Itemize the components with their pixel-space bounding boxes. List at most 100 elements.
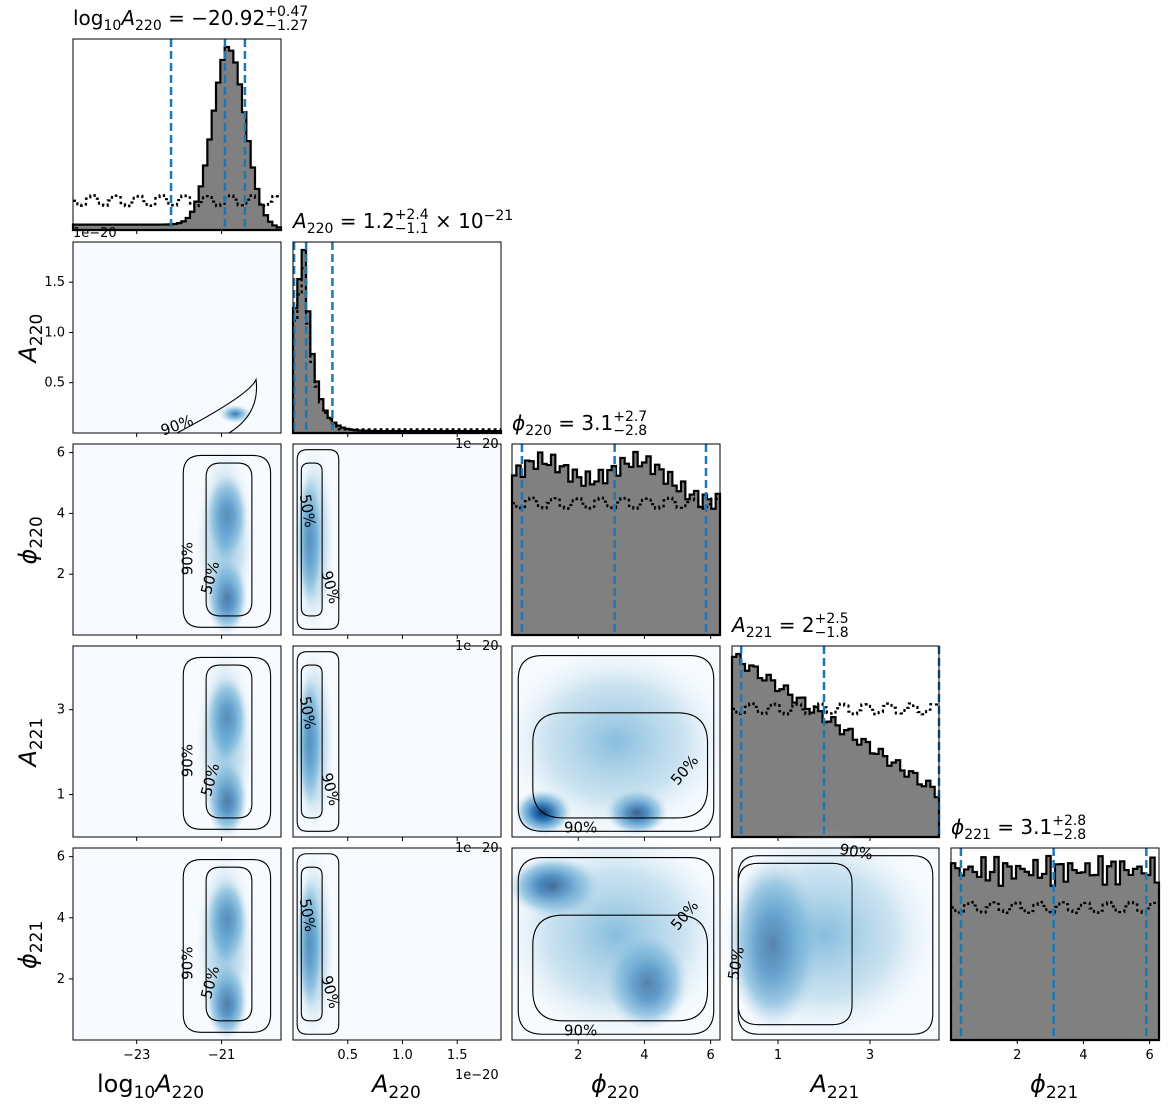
contour-50 bbox=[300, 462, 323, 617]
x-tick-label: 0.5 bbox=[337, 1048, 358, 1063]
density-blob bbox=[293, 444, 335, 635]
panel-frame bbox=[72, 241, 282, 434]
y-axis-label-A221: A221 bbox=[14, 718, 47, 769]
x-axis-label-phi220: ϕ220 bbox=[591, 1070, 639, 1103]
contour-label: 50% bbox=[724, 945, 748, 981]
x-tick-label: 2 bbox=[1013, 1048, 1021, 1063]
contour-50 bbox=[205, 664, 253, 819]
density-blob bbox=[711, 828, 940, 1040]
prior-histogram bbox=[73, 194, 281, 208]
contour-label: 90% bbox=[838, 840, 874, 864]
panel-frame bbox=[292, 645, 502, 838]
density-panel-log10A220-vs-A220: 90%0.51.01.5 bbox=[44, 241, 282, 440]
density-blob bbox=[293, 848, 335, 1040]
density-panel-phi220-vs-phi221: 90%50%2 4 6 bbox=[501, 828, 731, 1063]
density-panel-log10A220-vs-phi220: 90%50%246 bbox=[57, 443, 282, 639]
density-blob bbox=[195, 646, 254, 837]
y-tick-label: 4 bbox=[57, 911, 65, 926]
posterior-histogram bbox=[71, 45, 283, 232]
contour-label: 90% bbox=[178, 744, 196, 777]
contour-90 bbox=[182, 454, 272, 628]
posterior-histogram bbox=[949, 854, 1161, 1042]
contour-90 bbox=[517, 655, 715, 832]
panel-frame bbox=[950, 847, 1160, 1041]
contour-label: 90% bbox=[178, 947, 196, 980]
x-tick-label: 1.5 bbox=[447, 1048, 468, 1063]
y-tick-label: 2 bbox=[57, 972, 65, 987]
marginal-title-log10A220: log10A220 = −20.92+0.47 −1.27 bbox=[73, 4, 308, 34]
prior-histogram bbox=[512, 496, 720, 510]
contour-label: 50% bbox=[296, 897, 320, 933]
y-axis-label-phi221: ϕ221 bbox=[14, 921, 47, 969]
y-axis-label-A220: A220 bbox=[14, 314, 47, 365]
hist-panel-phi221: ϕ221 = 3.1+2.8 −2.8 2 4 6 bbox=[949, 813, 1161, 1063]
offset-text: 1e−20 bbox=[455, 841, 499, 856]
y-tick-label: 2 bbox=[57, 567, 65, 582]
x-tick-label: 4 bbox=[1079, 1048, 1087, 1063]
density-blob bbox=[501, 828, 731, 1040]
marginal-title-phi220: ϕ220 = 3.1+2.7 −2.8 bbox=[512, 409, 647, 439]
y-tick-label: 1 bbox=[57, 788, 65, 803]
x-axis-label-phi221: ϕ221 bbox=[1030, 1070, 1078, 1103]
prior-histogram bbox=[293, 267, 501, 431]
panel-frame bbox=[511, 443, 721, 636]
x-tick-label: 1.0 bbox=[392, 1048, 413, 1063]
hist-panel-A221: A221 = 2+2.5 −1.8 bbox=[730, 611, 941, 841]
contour-90 bbox=[182, 656, 272, 830]
hist-panel-phi220: ϕ220 = 3.1+2.7 −2.8 bbox=[510, 409, 722, 639]
contour-label: 50% bbox=[296, 695, 320, 731]
contour-50 bbox=[300, 664, 323, 819]
x-axis-label-log10A220: log10A220 bbox=[97, 1070, 204, 1103]
posterior-histogram bbox=[510, 450, 722, 637]
x-tick-label: 1 bbox=[774, 1048, 782, 1063]
x-tick-label: 2 bbox=[574, 1048, 582, 1063]
contour-90 bbox=[296, 853, 340, 1035]
contour-50 bbox=[737, 862, 853, 1026]
offset-text: 1e−20 bbox=[73, 226, 117, 241]
x-tick-label: 6 bbox=[1145, 1048, 1153, 1063]
hist-panel-A220: A220 = 1.2+2.4 −1.1 × 10−21 bbox=[291, 207, 513, 437]
x-axis-label-A220: A220 bbox=[370, 1070, 421, 1103]
contour-90 bbox=[182, 858, 272, 1033]
y-tick-label: 1.0 bbox=[44, 325, 65, 340]
x-tick-label: −23 bbox=[123, 1048, 150, 1063]
y-tick-label: 3 bbox=[57, 703, 65, 718]
marginal-title-A221: A221 = 2+2.5 −1.8 bbox=[730, 611, 849, 641]
marginal-title-phi221: ϕ221 = 3.1+2.8 −2.8 bbox=[951, 813, 1086, 843]
density-blob bbox=[218, 404, 252, 424]
y-tick-label: 1.5 bbox=[44, 275, 65, 290]
x-tick-label: 3 bbox=[866, 1048, 874, 1063]
density-panel-A221-vs-phi221: 90% 50% 1 3 bbox=[711, 828, 940, 1063]
contour-50 bbox=[532, 712, 709, 819]
y-tick-label: 6 bbox=[57, 850, 65, 865]
y-tick-label: 6 bbox=[57, 446, 65, 461]
x-axis-label-A221: A221 bbox=[809, 1070, 860, 1103]
panel-frame bbox=[292, 241, 502, 434]
offset-text-bottom: 1e−20 bbox=[455, 1068, 499, 1083]
x-tick-label: −21 bbox=[208, 1048, 235, 1063]
posterior-histogram bbox=[291, 248, 503, 435]
contour-90 bbox=[517, 857, 715, 1035]
density-blob bbox=[195, 848, 254, 1040]
contour-90 bbox=[737, 855, 934, 1035]
contour-90 bbox=[296, 651, 340, 832]
contour-50 bbox=[205, 866, 253, 1022]
density-panel-log10A220-vs-A221: 90%50%13 bbox=[57, 645, 282, 841]
hist-panel-log10A220: log10A220 = −20.92+0.47 −1.27 bbox=[71, 4, 308, 234]
y-tick-label: 4 bbox=[57, 506, 65, 521]
panel-frame bbox=[731, 847, 940, 1041]
contour-50 bbox=[205, 462, 253, 617]
panel-frame bbox=[72, 645, 282, 838]
contour-label: 50% bbox=[296, 493, 320, 529]
density-panel-A220-vs-A221: 90%50% bbox=[292, 645, 502, 841]
density-background bbox=[73, 242, 281, 433]
contour-90 bbox=[176, 377, 258, 434]
prior-histogram bbox=[951, 900, 1159, 915]
panel-frame bbox=[292, 443, 502, 636]
y-axis-label-phi220: ϕ220 bbox=[14, 516, 47, 564]
prior-histogram bbox=[732, 702, 939, 716]
x-tick-label: 4 bbox=[640, 1048, 648, 1063]
y-tick-label: 0.5 bbox=[44, 376, 65, 391]
